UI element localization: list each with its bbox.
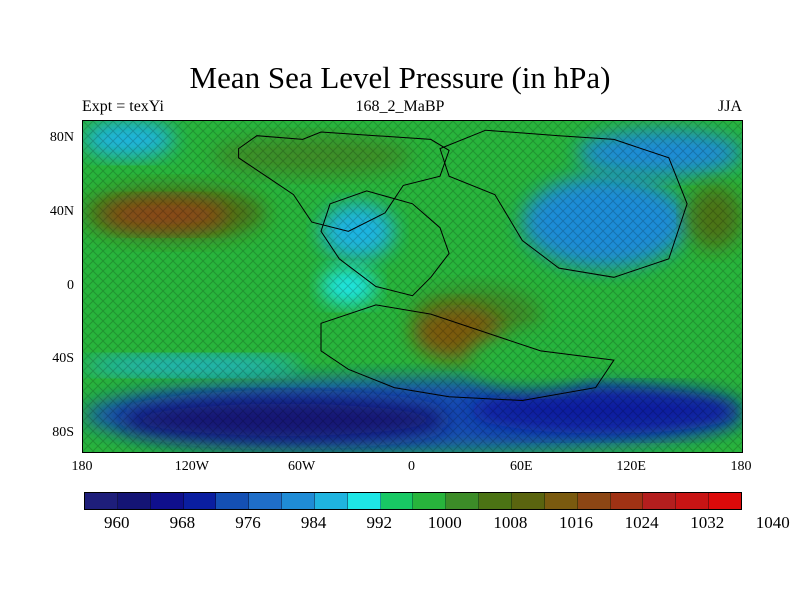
colorbar-label: 976 <box>235 513 261 532</box>
colorbar-swatch <box>544 493 578 509</box>
colorbar-label: 1016 <box>559 513 593 532</box>
coastline-central-landmass <box>320 190 450 297</box>
colorbar-swatch <box>511 493 545 509</box>
colorbar-swatch <box>314 493 348 509</box>
colorbar-swatch <box>183 493 217 509</box>
lon-label: 60E <box>510 459 533 474</box>
colorbar-label: 968 <box>169 513 196 532</box>
age-label: 168_2_MaBP <box>355 98 445 115</box>
colorbar-swatch <box>479 493 512 509</box>
colorbar-swatch <box>216 493 250 509</box>
lat-label: 80S <box>52 424 74 440</box>
lat-label: 0 <box>67 277 74 293</box>
experiment-label: Expt = texYi <box>82 98 164 115</box>
colorbar-swatch <box>577 493 611 509</box>
lon-label: 180 <box>730 459 752 474</box>
lat-label: 40N <box>49 203 74 219</box>
coastlines <box>238 129 688 402</box>
colorbar-swatch <box>282 493 315 509</box>
hatch-overlay <box>83 121 742 452</box>
colorbar-swatch <box>446 493 480 509</box>
coastline-northern-landmass <box>238 131 450 232</box>
colorbar-swatch <box>117 493 151 509</box>
coastline-eastern-landmass <box>439 129 688 278</box>
map-title: Mean Sea Level Pressure (in hPa) <box>189 60 611 95</box>
colorbar-label: 1000 <box>427 513 462 532</box>
colorbar-swatch <box>413 493 447 509</box>
lat-label: 80N <box>49 130 74 146</box>
colorbar-label: 1040 <box>755 513 790 532</box>
colorbar-label: 960 <box>104 513 130 532</box>
lon-label: 120W <box>174 459 209 474</box>
colorbar-swatch <box>676 493 710 509</box>
colorbar-label: 1008 <box>493 513 528 532</box>
colorbar <box>84 492 742 510</box>
colorbar-swatch <box>643 493 677 509</box>
colorbar-swatch <box>249 493 283 509</box>
colorbar-swatch <box>709 493 741 509</box>
colorbar-swatch <box>347 493 381 509</box>
lon-label: 120E <box>616 459 646 474</box>
colorbar-swatch <box>610 493 644 509</box>
map-panel <box>82 120 743 453</box>
coastline-southern-landmass <box>320 304 615 402</box>
pressure-map <box>83 121 742 452</box>
season-label: JJA <box>717 98 742 115</box>
lat-label: 40S <box>52 351 74 367</box>
colorbar-label: 1032 <box>690 513 725 532</box>
colorbar-swatch <box>150 493 184 509</box>
lon-label: 60W <box>288 459 316 474</box>
colorbar-swatch <box>85 493 118 509</box>
colorbar-label: 1024 <box>624 513 659 532</box>
colorbar-swatch <box>380 493 414 509</box>
lon-label: 180 <box>71 459 93 474</box>
colorbar-label: 984 <box>300 513 327 532</box>
lon-label: 0 <box>408 459 415 474</box>
colorbar-label: 992 <box>366 513 392 532</box>
